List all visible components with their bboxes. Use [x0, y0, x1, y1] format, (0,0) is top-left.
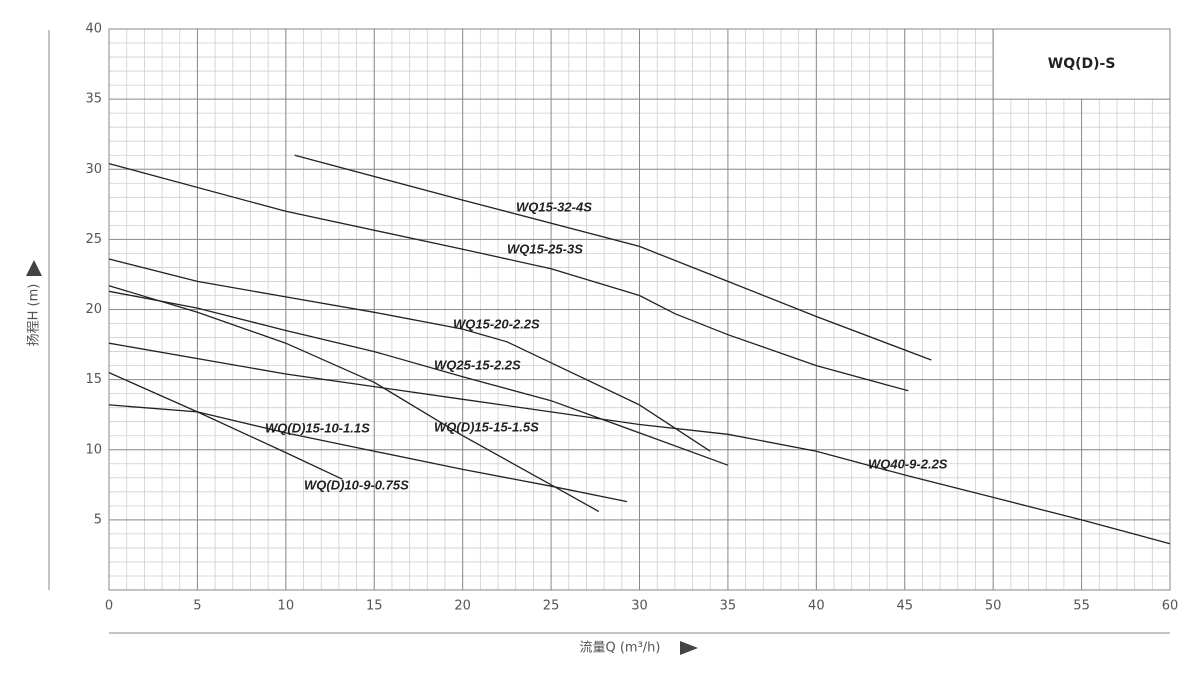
- x-tick-label: 15: [366, 599, 383, 614]
- x-tick-label: 60: [1162, 599, 1179, 614]
- pump-curve: [108, 372, 343, 480]
- x-tick-label: 40: [808, 599, 825, 614]
- x-tick-label: 5: [193, 599, 201, 614]
- y-axis-label: 扬程H (m): [27, 284, 42, 347]
- x-axis-label: 流量Q (m³/h): [579, 641, 660, 656]
- chart-title: WQ(D)-S: [1048, 56, 1116, 72]
- x-tick-label: 25: [543, 599, 560, 614]
- x-tick-label: 50: [985, 599, 1002, 614]
- curve-label: WQ25-15-2.2S: [434, 357, 521, 372]
- y-tick-label: 5: [94, 512, 102, 527]
- curve-label: WQ(D)15-10-1.1S: [265, 420, 370, 435]
- curve-label: WQ15-25-3S: [507, 241, 583, 256]
- y-tick-label: 35: [85, 92, 102, 107]
- pump-curve: [108, 258, 711, 452]
- x-tick-label: 10: [278, 599, 295, 614]
- x-tick-label: 30: [631, 599, 648, 614]
- y-tick-label: 20: [85, 302, 102, 317]
- title-box: [992, 28, 1171, 100]
- x-arrow: [680, 641, 698, 655]
- x-tick-label: 0: [105, 599, 113, 614]
- y-tick-label: 15: [85, 372, 102, 387]
- x-tick-label: 55: [1073, 599, 1090, 614]
- curve-label: WQ15-32-4S: [516, 199, 592, 214]
- y-arrow: [26, 260, 42, 276]
- y-tick-label: 10: [85, 442, 102, 457]
- y-tick-label: 25: [85, 232, 102, 247]
- curve-label: WQ15-20-2.2S: [453, 316, 540, 331]
- pump-curve: [294, 154, 932, 361]
- pump-curve: [108, 342, 1171, 545]
- curve-label: WQ(D)10-9-0.75S: [304, 477, 409, 492]
- curve-label: WQ40-9-2.2S: [868, 456, 948, 471]
- x-tick-label: 35: [720, 599, 737, 614]
- x-tick-label: 45: [896, 599, 913, 614]
- plot-frame: [108, 28, 1171, 591]
- y-tick-label: 30: [85, 162, 102, 177]
- pump-curve: [108, 290, 729, 466]
- x-tick-label: 20: [454, 599, 471, 614]
- curve-label: WQ(D)15-15-1.5S: [434, 419, 539, 434]
- pump-curve: [108, 285, 600, 513]
- y-tick-label: 40: [85, 22, 102, 37]
- pump-curve: [108, 162, 909, 392]
